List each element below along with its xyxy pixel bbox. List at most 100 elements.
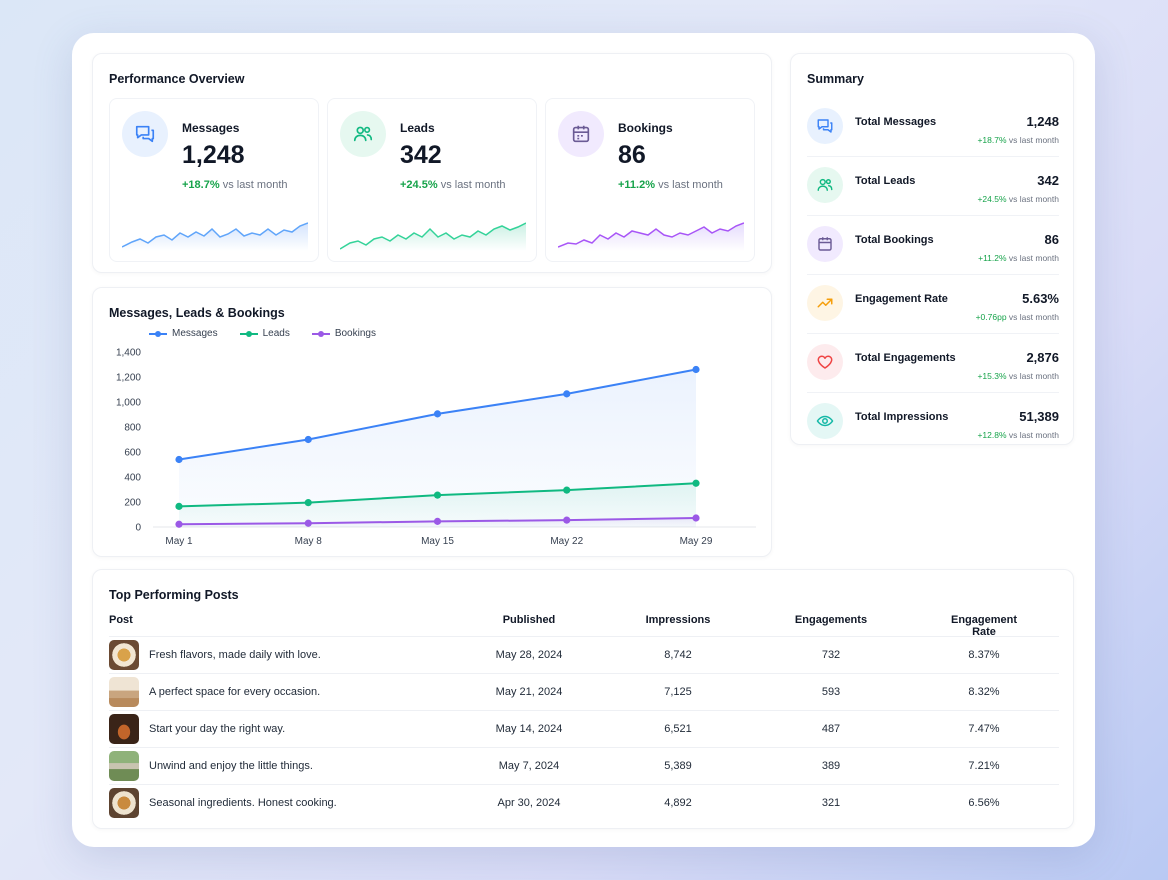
post-impressions: 7,125 — [664, 686, 692, 698]
table-row[interactable]: Start your day the right way. May 14, 20… — [109, 710, 1059, 747]
line-chart-panel: Messages, Leads & Bookings Messages Lead… — [92, 287, 772, 557]
post-impressions: 6,521 — [664, 723, 692, 735]
users-icon — [807, 167, 843, 203]
summary-row-engagements[interactable]: Total Engagements 2,876 +15.3% vs last m… — [807, 334, 1059, 393]
post-published: Apr 30, 2024 — [497, 797, 561, 809]
legend-item-leads[interactable]: Leads — [239, 328, 290, 339]
post-impressions: 5,389 — [664, 760, 692, 772]
summary-label: Engagement Rate — [855, 293, 948, 305]
post-caption: A perfect space for every occasion. — [149, 686, 321, 698]
table-row[interactable]: Unwind and enjoy the little things. May … — [109, 747, 1059, 784]
column-header-impressions[interactable]: Impressions — [645, 614, 711, 626]
summary-row-messages[interactable]: Total Messages 1,248 +18.7% vs last mont… — [807, 98, 1059, 157]
x-tick-label: May 8 — [295, 536, 323, 547]
chat-bubbles-icon — [122, 111, 168, 157]
post-published: May 28, 2024 — [495, 649, 563, 661]
post-caption: Start your day the right way. — [149, 723, 286, 735]
top-posts-title: Top Performing Posts — [109, 588, 239, 602]
summary-change: +24.5% vs last month — [977, 194, 1059, 204]
kpi-label: Bookings — [618, 121, 673, 135]
legend-swatch — [149, 330, 167, 338]
y-tick-label: 800 — [124, 423, 141, 434]
summary-change-pct: +18.7% — [977, 135, 1007, 145]
summary-value: 2,876 — [1026, 350, 1059, 365]
messages-sparkline — [122, 222, 308, 251]
data-point-bookings — [304, 519, 312, 527]
summary-change-text: vs last month — [1008, 135, 1059, 145]
kpi-label: Leads — [400, 121, 435, 135]
summary-change: +12.8% vs last month — [977, 430, 1059, 440]
data-point-bookings — [433, 517, 442, 525]
legend-item-messages[interactable]: Messages — [149, 328, 218, 339]
x-tick-label: May 15 — [421, 536, 454, 547]
food-dish-thumbnail — [109, 788, 139, 818]
summary-row-bookings[interactable]: Total Bookings 86 +11.2% vs last month — [807, 216, 1059, 275]
kpi-change-text: vs last month — [658, 179, 723, 191]
post-caption: Seasonal ingredients. Honest cooking. — [149, 797, 337, 809]
summary-value: 51,389 — [1019, 409, 1059, 424]
column-header-engagements[interactable]: Engagements — [794, 614, 868, 626]
bookings-sparkline — [558, 222, 744, 251]
eye-icon — [807, 403, 843, 439]
table-row[interactable]: Seasonal ingredients. Honest cooking. Ap… — [109, 784, 1059, 821]
post-caption: Unwind and enjoy the little things. — [149, 760, 313, 772]
kpi-change-pct: +11.2% — [618, 179, 656, 191]
y-tick-label: 200 — [124, 498, 141, 509]
data-point-messages — [304, 435, 312, 444]
table-row[interactable]: A perfect space for every occasion. May … — [109, 673, 1059, 710]
summary-change: +0.76pp vs last month — [976, 312, 1059, 322]
summary-change-pct: +24.5% — [977, 194, 1007, 204]
post-impressions: 8,742 — [664, 649, 692, 661]
table-row[interactable]: Fresh flavors, made daily with love. May… — [109, 636, 1059, 673]
summary-change: +18.7% vs last month — [977, 135, 1059, 145]
data-point-messages — [433, 410, 442, 418]
column-header-engagement-rate[interactable]: Engagement Rate — [950, 614, 1017, 638]
summary-title: Summary — [807, 72, 864, 86]
kpi-label: Messages — [182, 121, 240, 135]
data-point-bookings — [692, 514, 700, 522]
dashboard-frame: Performance Overview Messages 1,248 +18.… — [72, 33, 1095, 847]
top-posts-panel: Top Performing Posts Post Published Impr… — [92, 569, 1074, 829]
post-engagements: 389 — [821, 760, 841, 772]
legend-label: Leads — [262, 328, 290, 339]
kpi-card-messages[interactable]: Messages 1,248 +18.7% vs last month — [109, 98, 319, 262]
data-point-leads — [304, 499, 312, 507]
column-header-post[interactable]: Post — [109, 614, 133, 626]
summary-value: 86 — [1044, 232, 1059, 247]
kpi-card-bookings[interactable]: Bookings 86 +11.2% vs last month — [545, 98, 755, 262]
data-point-leads — [175, 502, 183, 510]
legend-item-bookings[interactable]: Bookings — [311, 328, 376, 339]
summary-change-text: vs last month — [1008, 371, 1059, 381]
column-header-published[interactable]: Published — [502, 614, 556, 626]
food-dish-thumbnail — [109, 640, 139, 670]
summary-label: Total Leads — [855, 175, 916, 187]
post-published: May 14, 2024 — [495, 723, 563, 735]
summary-change: +11.2% vs last month — [978, 253, 1059, 263]
kpi-change: +18.7% vs last month — [182, 179, 288, 191]
summary-row-leads[interactable]: Total Leads 342 +24.5% vs last month — [807, 157, 1059, 216]
post-engagement-rate: 6.56% — [968, 797, 1000, 809]
kpi-change-text: vs last month — [440, 179, 506, 191]
post-engagements: 732 — [821, 649, 841, 661]
post-published: May 7, 2024 — [498, 760, 560, 772]
y-tick-label: 400 — [124, 473, 141, 484]
trend-up-icon — [807, 285, 843, 321]
line-chart-title: Messages, Leads & Bookings — [109, 306, 285, 320]
summary-row-impressions[interactable]: Total Impressions 51,389 +12.8% vs last … — [807, 393, 1059, 452]
calendar-icon — [558, 111, 604, 157]
series-area-leads — [179, 483, 696, 527]
post-published: May 21, 2024 — [495, 686, 563, 698]
x-tick-label: May 29 — [680, 536, 713, 547]
post-engagement-rate: 8.37% — [968, 649, 1000, 661]
data-point-leads — [563, 486, 571, 494]
summary-label: Total Messages — [855, 116, 937, 128]
data-point-bookings — [175, 520, 183, 528]
x-tick-label: May 1 — [165, 536, 193, 547]
data-point-bookings — [563, 516, 571, 524]
y-tick-label: 1,400 — [116, 348, 141, 359]
kpi-card-leads[interactable]: Leads 342 +24.5% vs last month — [327, 98, 537, 262]
summary-row-engagement-rate[interactable]: Engagement Rate 5.63% +0.76pp vs last mo… — [807, 275, 1059, 334]
kpi-change: +24.5% vs last month — [400, 179, 506, 191]
summary-change-pct: +0.76pp — [975, 312, 1007, 322]
post-engagement-rate: 7.21% — [968, 760, 1000, 772]
